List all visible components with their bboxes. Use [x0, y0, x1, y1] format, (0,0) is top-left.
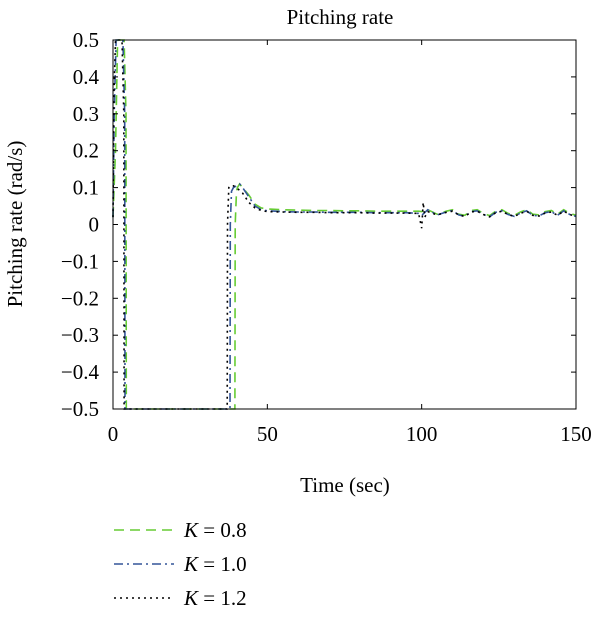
y-tick-label: 0.1	[73, 176, 99, 200]
legend-label-1: K = 1.0	[183, 552, 247, 576]
series-layer	[112, 39, 577, 410]
y-tick-label: −0.1	[61, 249, 99, 273]
series-line-1	[112, 39, 577, 410]
y-tick-label: −0.2	[61, 286, 99, 310]
y-tick-label: −0.5	[61, 397, 99, 421]
y-tick-label: 0.5	[73, 28, 99, 52]
ticks-layer: 0 50 100 150 0.5 0.4 0.3 0.2 0.1 0 −0.1 −0.2 −0.3 −0.…	[61, 28, 592, 446]
y-tick-label: −0.3	[61, 323, 99, 347]
series-line-0	[112, 39, 577, 410]
x-tick-label: 0	[108, 422, 119, 446]
y-tick-label: 0.2	[73, 139, 99, 163]
x-tick-label: 50	[257, 422, 278, 446]
y-tick-label: −0.4	[61, 360, 100, 384]
y-tick-label: 0	[89, 213, 100, 237]
legend-label-0: K = 0.8	[183, 518, 247, 542]
legend: K = 0.8 K = 1.0 K = 1.2	[114, 518, 247, 610]
x-axis-label: Time (sec)	[300, 473, 390, 497]
legend-label-2: K = 1.2	[183, 586, 247, 610]
y-tick-label: 0.3	[73, 102, 99, 126]
plot-frame	[112, 39, 577, 410]
x-tick-label: 150	[560, 422, 592, 446]
y-tick-label: 0.4	[73, 65, 100, 89]
chart-title: Pitching rate	[287, 5, 394, 29]
y-axis-label: Pitching rate (rad/s)	[3, 141, 27, 308]
series-line-2	[112, 39, 577, 410]
x-tick-label: 100	[406, 422, 438, 446]
